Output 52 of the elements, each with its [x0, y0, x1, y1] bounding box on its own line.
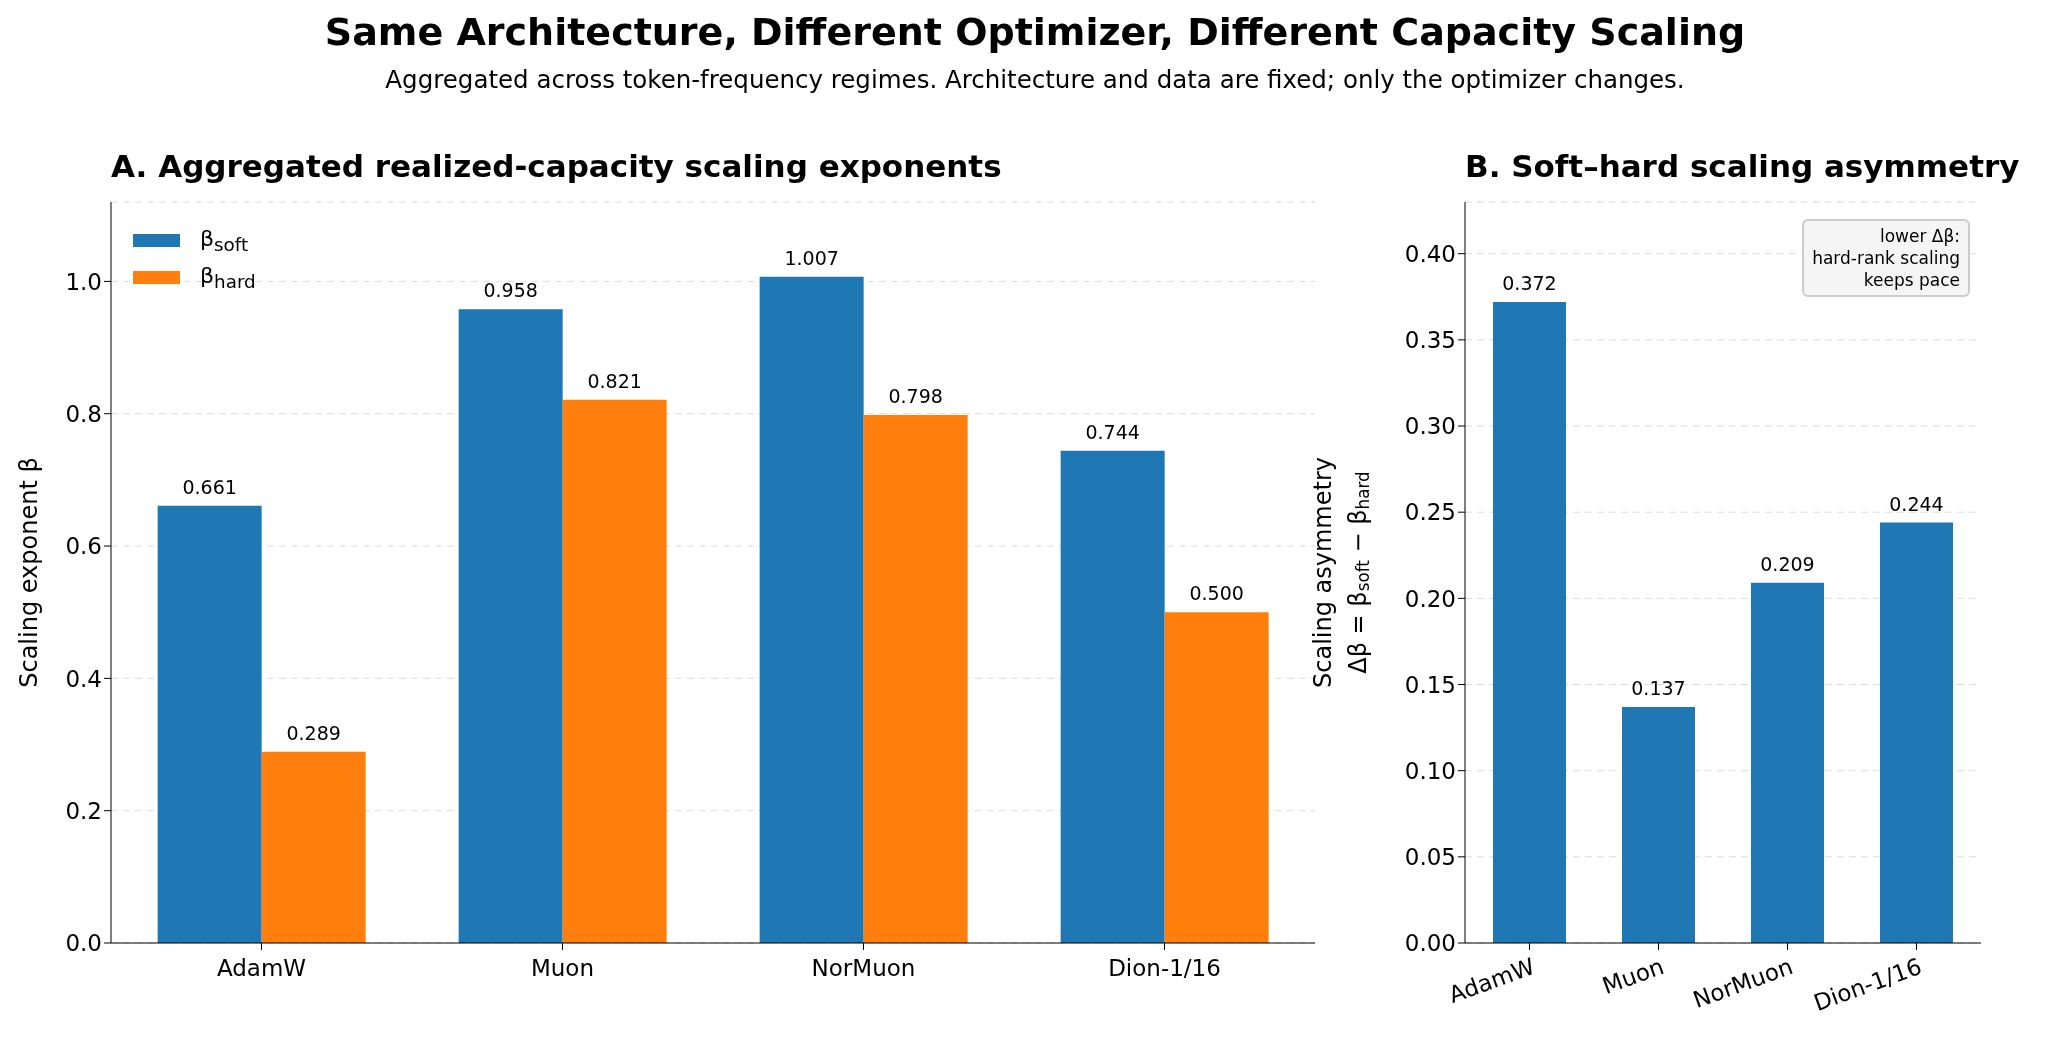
x-tick-label: Muon	[1598, 953, 1668, 1000]
y-tick-label: 0.6	[65, 533, 102, 560]
x-tick-label: Muon	[530, 955, 595, 981]
y-tick-label: 1.0	[65, 268, 102, 295]
y-tick-label: 0.10	[1404, 757, 1456, 784]
y-tick-label: 0.15	[1404, 671, 1456, 698]
y-tick-label: 0.30	[1404, 413, 1456, 440]
legend-label: β$_{hard}$	[200, 262, 256, 293]
annotation: lower Δβ: hard-rank scaling keeps pace	[1812, 226, 1960, 290]
chart-title: A. Aggregated realized-capacity scaling exponents	[111, 148, 1002, 184]
y-tick-label: 0.35	[1404, 327, 1456, 354]
y-tick-label: 0.05	[1404, 844, 1456, 870]
bar	[1492, 301, 1566, 943]
bar	[1621, 706, 1695, 943]
bar	[157, 505, 262, 943]
legend-label: β$_{soft}$	[200, 225, 249, 256]
bar	[863, 415, 968, 943]
data-label: 0.289	[286, 721, 341, 744]
bar	[1060, 450, 1165, 943]
bar	[759, 276, 864, 943]
data-label: 0.137	[1631, 676, 1686, 699]
x-tick-label: NorMuon	[811, 955, 916, 981]
data-label: 0.958	[483, 279, 538, 302]
x-tick-label: AdamW	[216, 955, 307, 981]
text: Aggregated across token-frequency regimes. Architecture and data are fixed; only the optimizer changes.	[385, 65, 1685, 94]
data-label: 0.744	[1085, 420, 1140, 443]
data-label: 0.209	[1760, 552, 1815, 575]
x-tick-label: Dion-1/16	[1108, 955, 1221, 981]
bar	[1750, 582, 1824, 943]
bar	[458, 309, 563, 943]
bar	[1164, 612, 1269, 943]
y-tick-label: 0.00	[1404, 930, 1456, 957]
bar	[562, 399, 667, 943]
y-tick-label: 0.25	[1404, 499, 1456, 526]
data-label: 0.821	[587, 369, 642, 392]
data-label: 0.500	[1189, 582, 1244, 605]
bar	[1879, 522, 1953, 943]
y-tick-label: 0.40	[1404, 240, 1456, 267]
y-tick-label: 0.0	[65, 930, 102, 957]
data-label: 0.661	[182, 475, 237, 498]
y-axis-title: Scaling exponent β	[15, 457, 43, 688]
text: Same Architecture, Different Optimizer, Different Capacity Scaling	[324, 10, 1746, 54]
data-label: 0.372	[1502, 271, 1557, 294]
y-tick-label: 0.4	[65, 665, 102, 692]
data-label: 1.007	[784, 246, 839, 269]
y-tick-label: 0.2	[65, 797, 102, 824]
chart-title: B. Soft–hard scaling asymmetry	[1465, 148, 2020, 184]
data-label: 0.244	[1889, 492, 1944, 515]
bar	[261, 751, 366, 943]
y-tick-label: 0.20	[1404, 585, 1456, 612]
data-label: 0.798	[888, 385, 943, 408]
y-tick-label: 0.8	[65, 400, 102, 427]
